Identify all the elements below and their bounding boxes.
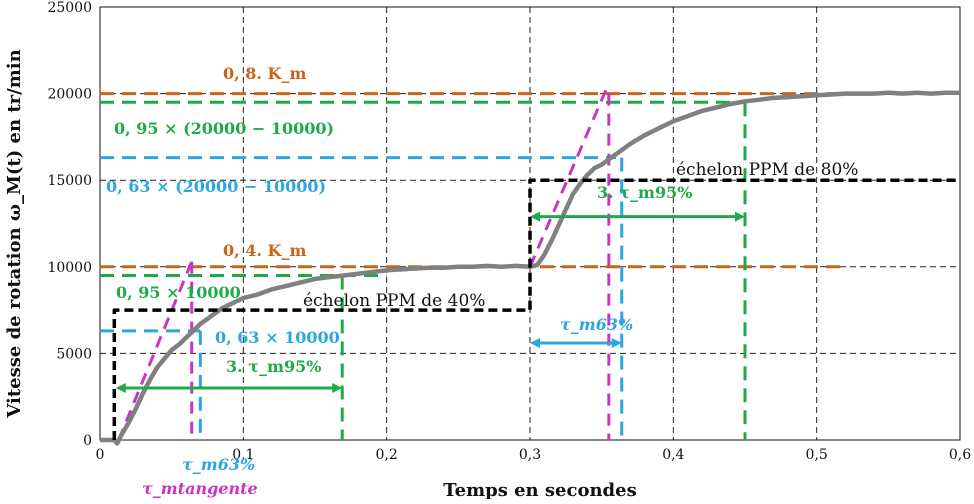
annotation-label: 0, 95 × 10000 — [116, 283, 241, 302]
x-tick-label: 0 — [96, 447, 105, 463]
annotation-label: 3. τ_m95% — [226, 357, 321, 376]
annotation-label: τ_m63% — [182, 455, 255, 474]
annotation-label: 0, 95 × (20000 − 10000) — [114, 119, 334, 138]
y-tick-label: 25000 — [47, 0, 92, 16]
y-tick-label: 15000 — [47, 173, 92, 189]
y-axis-title: Vitesse de rotation ω_M(t) en tr/min — [4, 49, 25, 418]
series-line-ppm-step — [112, 178, 960, 440]
annotation-label: échelon PPM de 40% — [303, 291, 485, 311]
plot-frame — [99, 6, 961, 441]
annotation-label: échelon PPM de 80% — [676, 160, 858, 180]
tangent-line-step2 — [528, 82, 611, 268]
annotation-label: 3. τ_m95% — [597, 183, 692, 202]
arrow-tau63-step2-left-head — [530, 338, 540, 349]
x-axis-title: Temps en secondes — [443, 480, 636, 499]
x-tick-label: 0,1 — [232, 447, 254, 463]
arrow-tau63-step2-right-head — [611, 338, 622, 349]
y-tick-label: 10000 — [47, 260, 92, 276]
annotation-label: τ_m63% — [560, 315, 633, 334]
y-tick-label: 0 — [83, 433, 92, 449]
x-tick-label: 0,6 — [949, 447, 971, 463]
arrow-3tau-step1-left-head — [115, 383, 126, 394]
annotation-label: 0, 63 × 10000 — [215, 328, 340, 347]
tangent-line-step1 — [117, 261, 194, 441]
annotation-label: 0, 63 × (20000 − 10000) — [106, 177, 326, 196]
arrow-3tau-step2-right-head — [735, 211, 745, 222]
annotation-label: 0, 4. K_m — [223, 241, 306, 260]
x-tick-label: 0,5 — [806, 447, 828, 463]
annotation-label: τ_mtangente — [142, 479, 258, 498]
y-tick-label: 5000 — [56, 346, 92, 362]
annotation-label: 0, 8. K_m — [223, 64, 306, 83]
arrow-3tau-step2-left-head — [530, 211, 540, 222]
series-line-measured-speed — [100, 90, 960, 446]
x-tick-label: 0,2 — [376, 447, 398, 463]
x-tick-label: 0,3 — [519, 447, 541, 463]
x-tick-label: 0,4 — [662, 447, 684, 463]
y-tick-label: 20000 — [47, 87, 92, 103]
arrow-3tau-step1-right-head — [332, 383, 343, 394]
